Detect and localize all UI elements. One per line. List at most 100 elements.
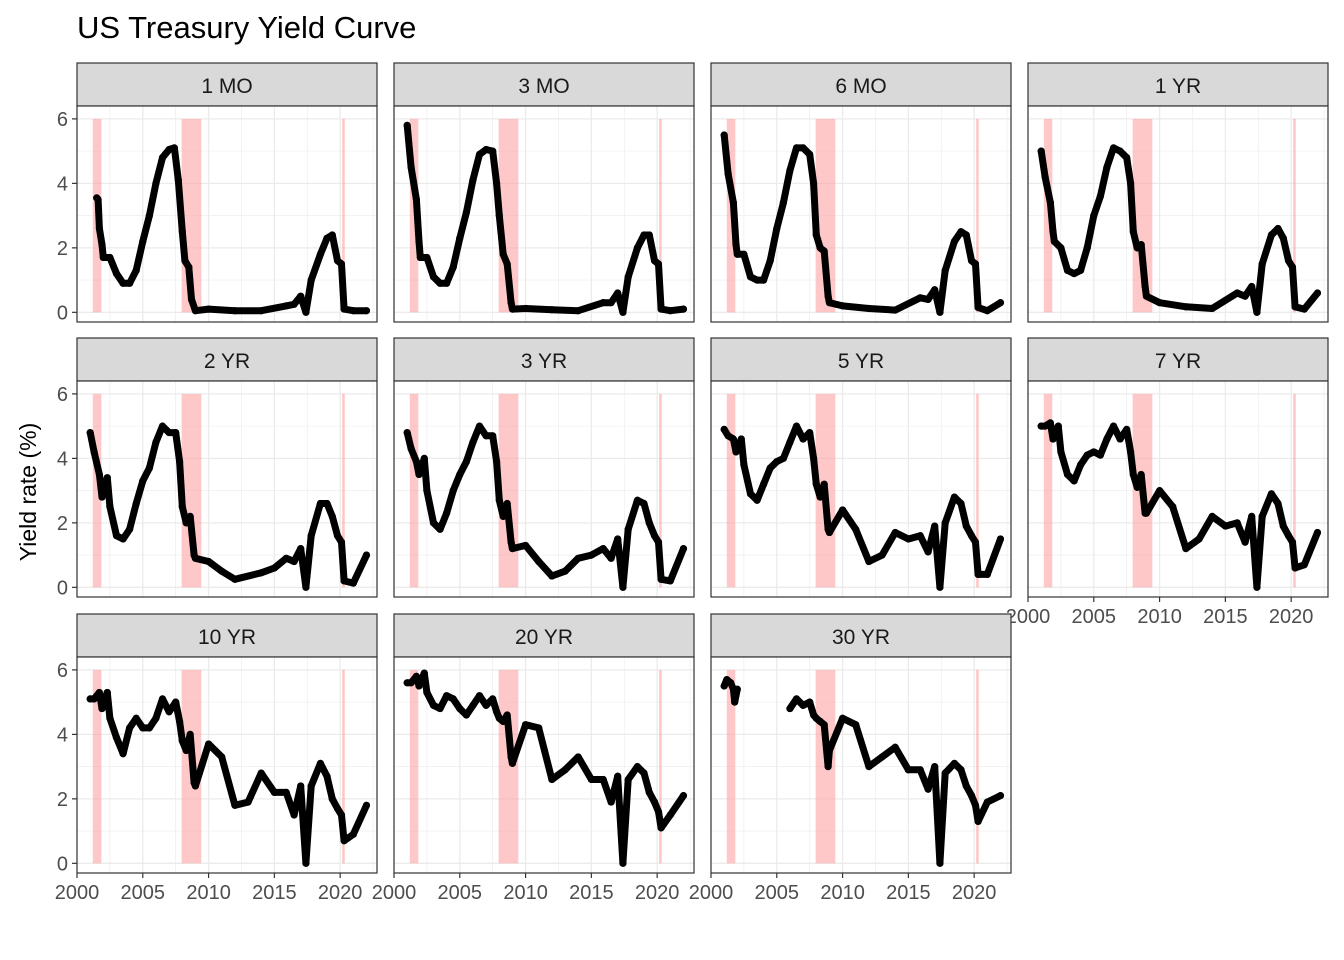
- data-point: [799, 435, 807, 443]
- data-point: [152, 179, 160, 187]
- x-tick-label: 2010: [1137, 606, 1182, 628]
- data-point: [746, 490, 755, 498]
- data-point: [1046, 419, 1054, 427]
- facet-panel: 1 MO 0 2 4 6: [57, 62, 378, 324]
- data-point: [187, 295, 196, 304]
- data-point: [645, 231, 653, 239]
- data-point: [810, 454, 818, 462]
- panel-border: [710, 656, 1012, 874]
- data-point: [792, 422, 801, 430]
- y-tick-label: 0: [57, 302, 68, 324]
- data-point: [257, 307, 265, 315]
- data-point: [1057, 448, 1065, 456]
- data-point: [191, 782, 200, 790]
- data-point: [521, 541, 530, 550]
- data-point: [950, 237, 959, 246]
- data-point: [112, 270, 121, 278]
- data-point: [640, 499, 648, 508]
- data-point: [983, 798, 991, 806]
- data-point: [957, 228, 965, 236]
- data-point: [806, 698, 814, 706]
- data-point: [333, 532, 342, 540]
- data-point: [996, 792, 1005, 800]
- recession-band: [1293, 393, 1296, 588]
- data-point: [403, 428, 411, 437]
- data-point: [950, 493, 959, 501]
- x-tick-label: 2020: [318, 882, 363, 904]
- data-point: [633, 496, 642, 504]
- data-point: [231, 575, 239, 583]
- facet-strip-label: 3 MO: [518, 75, 569, 98]
- panel-border: [76, 105, 378, 323]
- data-point: [297, 292, 305, 300]
- recession-band: [976, 669, 979, 864]
- data-point: [792, 695, 801, 703]
- data-point: [865, 763, 873, 771]
- data-point: [941, 769, 949, 777]
- data-point: [820, 721, 828, 729]
- data-point: [349, 307, 357, 315]
- data-point: [548, 572, 556, 580]
- data-point: [878, 753, 886, 761]
- data-point: [650, 798, 659, 806]
- data-point: [679, 545, 688, 553]
- data-point: [337, 538, 346, 546]
- data-point: [1116, 147, 1124, 155]
- data-point: [290, 557, 298, 566]
- data-point: [614, 772, 622, 780]
- data-point: [1077, 461, 1085, 469]
- data-point: [174, 176, 182, 184]
- x-tick-label: 2020: [952, 882, 997, 904]
- data-point: [967, 792, 976, 800]
- data-point: [98, 241, 106, 249]
- data-point: [493, 457, 501, 466]
- data-point: [766, 464, 774, 472]
- data-point: [806, 150, 814, 158]
- data-point: [475, 692, 484, 700]
- data-point: [916, 294, 924, 302]
- data-point: [218, 753, 226, 761]
- data-point: [489, 147, 497, 155]
- data-point: [469, 438, 477, 446]
- data-point: [720, 682, 728, 690]
- data-point: [423, 487, 431, 495]
- data-point: [176, 717, 184, 726]
- data-point: [412, 195, 420, 204]
- data-point: [916, 766, 924, 774]
- data-point: [429, 519, 438, 527]
- data-point: [1041, 422, 1049, 430]
- data-point: [257, 769, 265, 777]
- data-point: [172, 698, 180, 706]
- data-point: [633, 244, 642, 252]
- data-point: [340, 305, 348, 313]
- plot-background: [394, 657, 694, 873]
- panel-border: [393, 105, 695, 323]
- data-point: [1291, 303, 1299, 311]
- data-point: [640, 769, 648, 777]
- data-point: [806, 428, 814, 437]
- data-point: [1096, 451, 1104, 459]
- data-point: [90, 448, 98, 456]
- grid-lines: [710, 381, 1011, 597]
- data-point: [1050, 237, 1058, 246]
- data-point: [423, 688, 431, 697]
- recession-band: [409, 669, 419, 864]
- data-point: [731, 698, 739, 706]
- data-point: [878, 551, 886, 559]
- y-tick-label: 4: [57, 448, 68, 470]
- facet-strip-label: 3 YR: [521, 350, 567, 373]
- recession-band: [342, 393, 345, 588]
- data-point: [936, 859, 944, 867]
- data-point: [773, 224, 781, 233]
- data-point: [825, 528, 834, 537]
- data-point: [724, 170, 732, 178]
- data-point: [186, 730, 194, 738]
- data-point: [1233, 289, 1241, 297]
- data-point: [420, 454, 428, 462]
- data-point: [1137, 470, 1145, 479]
- data-point: [178, 228, 186, 236]
- data-point: [499, 512, 507, 521]
- data-point: [99, 487, 107, 495]
- data-point: [974, 817, 982, 826]
- data-point: [838, 302, 847, 310]
